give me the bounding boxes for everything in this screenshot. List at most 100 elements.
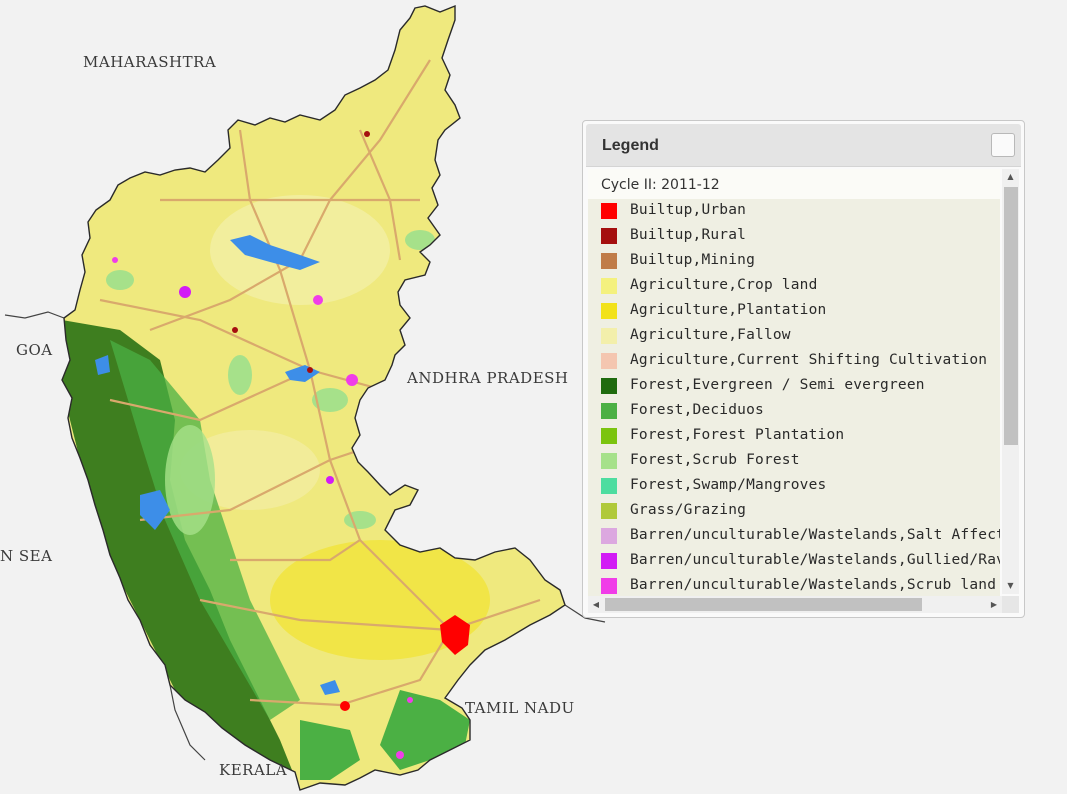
legend-panel: Legend Cycle II: 2011-12 Builtup,Urban Bu… [582,120,1025,618]
legend-item: Grass/Grazing [588,499,1000,524]
legend-item: Forest,Swamp/Mangroves [588,474,1000,499]
barren-land [326,476,334,484]
scrub-forest [165,425,215,535]
kerala-label: KERALA [219,761,288,779]
maharashtra-label: MAHARASHTRA [83,53,217,71]
legend-item-label: Forest,Scrub Forest [630,452,800,468]
sea-label: N SEA [0,547,53,565]
legend-item: Forest,Forest Plantation [588,424,1000,449]
vertical-scrollbar[interactable]: ▲ ▼ [1002,169,1019,594]
scroll-right-arrow-icon[interactable]: ▶ [990,600,998,609]
scrub-forest [228,355,252,395]
tamil-nadu-label: TAMIL NADU [465,699,575,717]
legend-item-label: Agriculture,Plantation [630,302,827,318]
legend-item: Barren/unculturable/Wastelands,Scrub lan… [588,574,1000,596]
legend-item-label: Agriculture,Crop land [630,277,818,293]
legend-item: Agriculture,Plantation [588,299,1000,324]
evergreen-forest [62,320,300,790]
legend-item: Barren/unculturable/Wastelands,Gullied/R… [588,549,1000,574]
legend-item-label: Forest,Swamp/Mangroves [630,477,827,493]
legend-swatch [601,353,617,369]
andhra-pradesh-label: ANDHRA PRADESH [407,369,569,387]
barren-land [179,286,191,298]
goa-border [4,311,65,319]
legend-item: Forest,Scrub Forest [588,449,1000,474]
legend-swatch [601,553,617,569]
legend-item: Forest,Deciduos [588,399,1000,424]
legend-title: Legend [602,137,659,154]
legend-swatch [601,228,617,244]
goa-label: GOA [16,341,53,359]
legend-swatch [601,278,617,294]
vertical-scroll-thumb[interactable] [1004,187,1018,445]
legend-swatch [601,403,617,419]
legend-swatch [601,478,617,494]
legend-swatch [601,203,617,219]
legend-swatch [601,378,617,394]
legend-item-label: Builtup,Rural [630,227,747,243]
legend-item: Agriculture,Crop land [588,274,1000,299]
kerala-border [169,684,206,761]
legend-item-label: Forest,Forest Plantation [630,427,845,443]
barren-land [313,295,323,305]
horizontal-scroll-thumb[interactable] [605,598,922,611]
legend-swatch [601,428,617,444]
legend-item-label: Forest,Evergreen / Semi evergreen [630,377,925,393]
legend-body[interactable]: Cycle II: 2011-12 Builtup,Urban Builtup,R… [588,169,1000,596]
water-body [95,355,110,375]
legend-swatch [601,253,617,269]
scrollbar-corner [1002,596,1019,613]
legend-swatch [601,528,617,544]
legend-item-label: Builtup,Urban [630,202,747,218]
southern-forest [380,690,470,770]
legend-item-label: Agriculture,Fallow [630,327,791,343]
fallow-patch [210,195,390,305]
scrub-forest [106,270,134,290]
legend-item: Builtup,Urban [588,199,1000,224]
scroll-left-arrow-icon[interactable]: ◀ [592,600,600,609]
legend-item: Builtup,Mining [588,249,1000,274]
legend-toggle-button[interactable] [991,133,1015,157]
bengaluru-urban [440,615,470,655]
legend-item-label: Barren/unculturable/Wastelands,Gullied/R… [630,552,1000,568]
legend-item-label: Forest,Deciduos [630,402,764,418]
tamil-nadu-border [564,604,606,623]
legend-item: Forest,Evergreen / Semi evergreen [588,374,1000,399]
barren-land [346,374,358,386]
scrub-forest [312,388,348,412]
water-body [140,490,170,530]
legend-swatch [601,578,617,594]
barren-land [407,697,413,703]
legend-swatch [601,503,617,519]
legend-item-label: Barren/unculturable/Wastelands,Scrub lan… [630,577,997,593]
scrub-forest [344,511,376,529]
legend-item: Builtup,Rural [588,224,1000,249]
barren-land [396,751,404,759]
water-body [230,235,320,270]
scroll-down-arrow-icon[interactable]: ▼ [1007,581,1014,590]
legend-swatch [601,328,617,344]
legend-swatch [601,303,617,319]
legend-header: Legend [586,124,1021,167]
legend-swatch [601,453,617,469]
rural-builtup [307,367,313,373]
southern-forest [300,720,360,780]
horizontal-scrollbar[interactable]: ◀ ▶ [588,596,1002,613]
legend-cycle-title: Cycle II: 2011-12 [601,177,720,193]
scroll-up-arrow-icon[interactable]: ▲ [1007,172,1014,181]
legend-item-label: Agriculture,Current Shifting Cultivation [630,352,988,368]
legend-item-label: Barren/unculturable/Wastelands,Salt Affe… [630,527,1000,543]
legend-item-label: Grass/Grazing [630,502,747,518]
mysuru-urban [340,701,350,711]
rural-builtup [232,327,238,333]
water-body [320,680,340,695]
barren-land [112,257,118,263]
legend-item: Agriculture,Fallow [588,324,1000,349]
legend-item-label: Builtup,Mining [630,252,756,268]
scrub-forest [405,230,435,250]
fallow-patch [180,430,320,510]
legend-list: Builtup,Urban Builtup,Rural Builtup,Mining… [588,199,1000,596]
rural-builtup [364,131,370,137]
legend-item: Barren/unculturable/Wastelands,Salt Affe… [588,524,1000,549]
legend-item: Agriculture,Current Shifting Cultivation [588,349,1000,374]
